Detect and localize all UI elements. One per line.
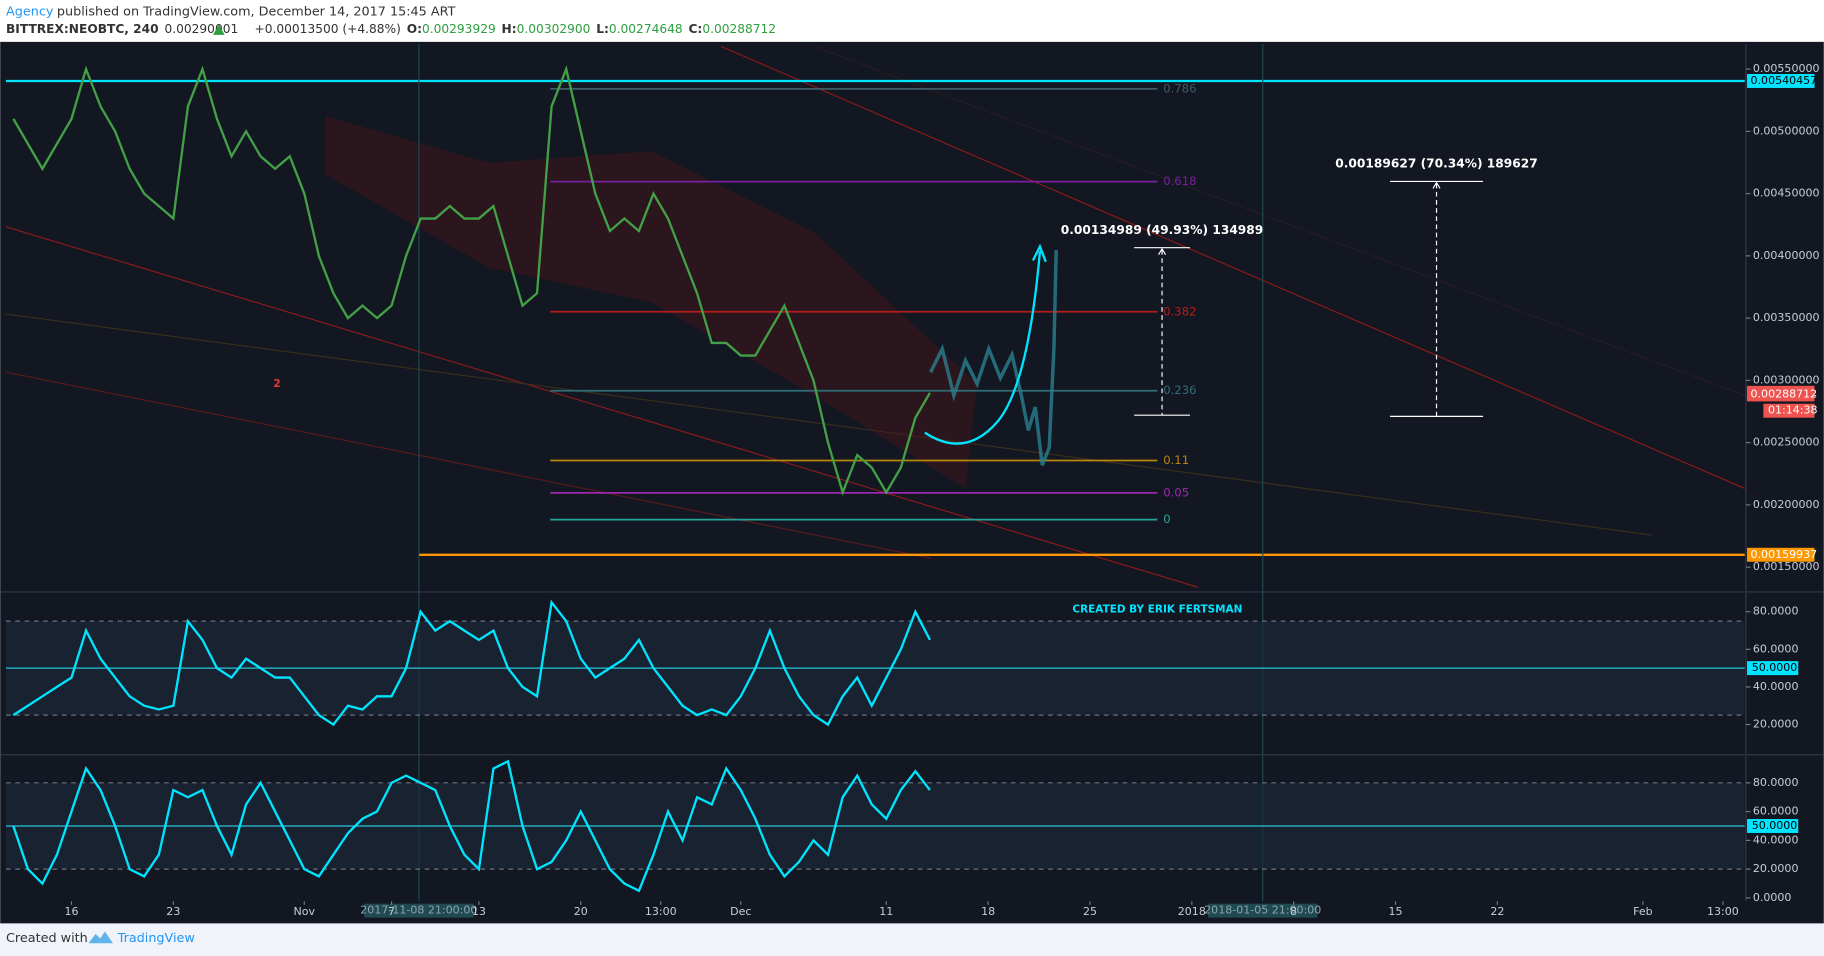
author-link[interactable]: Agency	[6, 4, 54, 19]
price-tag-label: 0.00159937	[1751, 548, 1818, 561]
x-tick-label: 13	[472, 905, 486, 918]
x-tick-label: 13:00	[1707, 905, 1739, 918]
fib-label: 0.05	[1163, 485, 1189, 499]
note: 2	[273, 378, 280, 390]
y-tick-label: 0.00300000	[1753, 373, 1820, 386]
y-tick-label: 0.00200000	[1753, 498, 1820, 511]
footer-bg	[0, 923, 1824, 956]
x-tick-label: 23	[166, 905, 180, 918]
y-tick-label: 80.0000	[1753, 776, 1799, 789]
range-marker-tag	[1208, 903, 1318, 918]
y-tick-label: 20.0000	[1753, 862, 1799, 875]
trendline	[5, 226, 1199, 588]
range-marker-label: 2017-11-08 21:00:00	[360, 904, 477, 917]
measure-arrow	[1432, 181, 1441, 189]
h-label: H:	[502, 22, 517, 36]
trendline	[721, 45, 1745, 490]
fib-label: 0.786	[1163, 81, 1196, 95]
header-line: Agency published on TradingView.com, Dece…	[6, 4, 456, 19]
midline-tag-label: 50.0000	[1752, 661, 1798, 674]
series-line	[12, 759, 931, 893]
y-tick-label: 0.00350000	[1753, 311, 1820, 324]
x-tick-label: Feb	[1633, 905, 1653, 918]
price-tag-label: 0.00288712	[1751, 387, 1818, 400]
symbol-name: BITTREX:NEOBTC, 240	[6, 22, 159, 36]
fib-label: 0.236	[1163, 383, 1196, 397]
y-tick-label: 40.0000	[1753, 680, 1799, 693]
h-value: 0.00302900	[517, 22, 591, 36]
caption: CREATED BY ERIK FERTSMAN	[1072, 603, 1242, 615]
change: +0.00013500 (+4.88%)	[255, 22, 401, 36]
y-tick-label: 0.00550000	[1753, 62, 1820, 75]
x-tick-label: Nov	[294, 905, 316, 918]
y-tick-label: 0.0000	[1753, 891, 1792, 904]
x-tick-label: 7	[388, 905, 395, 918]
fib-label: 0.382	[1163, 304, 1196, 318]
fib-label: 0	[1163, 512, 1170, 526]
last-price: 0.00290001	[164, 22, 238, 36]
o-label: O:	[407, 22, 422, 36]
y-tick-label: 20.0000	[1753, 718, 1799, 731]
fib-label: 0.11	[1163, 453, 1189, 467]
x-tick-label: 2018	[1178, 905, 1206, 918]
y-tick-label: 60.0000	[1753, 642, 1799, 655]
c-label: C:	[688, 22, 702, 36]
range-marker-tag	[364, 903, 474, 918]
c-value: 0.00288712	[702, 22, 776, 36]
trendline	[5, 313, 1652, 536]
midline-tag-label: 50.0000	[1752, 819, 1798, 832]
footer-logo	[88, 931, 114, 944]
trendline	[814, 45, 1745, 396]
y-tick-label: 0.00400000	[1753, 249, 1820, 262]
x-tick-label: 13:00	[645, 905, 677, 918]
y-tick-label: 0.00450000	[1753, 187, 1820, 200]
y-tick-label: 0.00150000	[1753, 560, 1820, 573]
measure-label: 0.00189627 (70.34%) 189627	[1335, 156, 1537, 170]
y-tick-label: 0.00250000	[1753, 436, 1820, 449]
x-tick-label: 16	[64, 905, 78, 918]
measure-label: 0.00134989 (49.93%) 134989	[1061, 223, 1263, 237]
x-tick-label: Dec	[730, 905, 751, 918]
x-tick-label: 15	[1388, 905, 1402, 918]
midline-tag	[1747, 661, 1799, 676]
series-line	[12, 65, 931, 497]
y-tick-label: 0.00500000	[1753, 124, 1820, 137]
y-tick-label: 80.0000	[1753, 605, 1799, 618]
y-tick-label: 60.0000	[1753, 805, 1799, 818]
price-tag	[1747, 387, 1815, 402]
countdown: 01:14:38	[1768, 404, 1818, 417]
projection-arrowhead	[1031, 243, 1047, 263]
symbol-line: BITTREX:NEOBTC, 240 0.00290001 +0.00013500…	[6, 22, 776, 36]
price-tag	[1747, 74, 1815, 88]
x-tick-label: 20	[574, 905, 588, 918]
projection-curve	[924, 251, 1042, 445]
footer-created: Created with	[6, 931, 88, 946]
l-value: 0.00274648	[609, 22, 683, 36]
o-value: 0.00293929	[422, 22, 496, 36]
measure-tools	[1134, 180, 1484, 417]
y-tick-label: 40.0000	[1753, 833, 1799, 846]
x-tick-label: 22	[1490, 905, 1504, 918]
x-tick-label: 8	[1290, 905, 1297, 918]
up-arrow	[213, 24, 225, 35]
range-marker-label: 2018-01-05 21:00:00	[1204, 904, 1321, 917]
price-tag	[1747, 547, 1815, 562]
footer-brand[interactable]: TradingView	[117, 931, 195, 946]
x-tick-label: 25	[1083, 905, 1097, 918]
x-tick-label: 18	[981, 905, 995, 918]
trendline	[5, 371, 931, 559]
measure-arrow	[1158, 247, 1167, 255]
fib-label: 0.618	[1163, 174, 1196, 188]
l-label: L:	[596, 22, 609, 36]
x-tick-label: 11	[879, 905, 893, 918]
published: published on TradingView.com, December 1…	[57, 4, 456, 19]
price-tag-label: 0.00540457	[1751, 74, 1818, 87]
midline-tag	[1747, 819, 1799, 833]
countdown-tag	[1763, 403, 1815, 418]
projection-bars	[929, 250, 1058, 466]
series-line	[12, 599, 931, 727]
